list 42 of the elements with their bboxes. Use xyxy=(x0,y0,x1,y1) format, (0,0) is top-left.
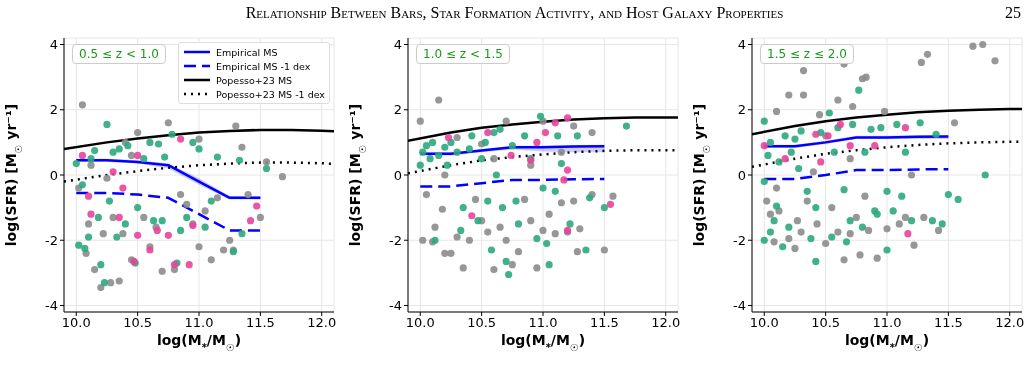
y-tick-label: 4 xyxy=(49,37,58,53)
legend-label: Popesso+23 MS xyxy=(216,74,293,86)
text: 25 xyxy=(1005,4,1021,22)
x-tick-label: 11.5 xyxy=(245,315,275,331)
x-tick-label: 10.0 xyxy=(61,315,91,331)
legend-label: Popesso+23 MS -1 dex xyxy=(216,88,325,100)
y-tick-label: 4 xyxy=(393,37,402,53)
x-axis-title: log(M$_{*}$/M$_{☉}$) xyxy=(500,332,586,353)
legend-label: Empirical MS -1 dex xyxy=(216,60,311,72)
text: Relationship Between Bars, Star Formation Activity, and Host Galaxy Properties xyxy=(245,4,784,21)
x-tick-label: 10.0 xyxy=(749,315,779,331)
x-tick-label: 11.5 xyxy=(933,315,963,331)
x-tick-label: 11.0 xyxy=(184,315,214,331)
legend-label: Empirical MS xyxy=(216,46,278,58)
x-tick-label: 11.0 xyxy=(872,315,902,331)
y-tick-label: -4 xyxy=(733,298,746,314)
x-axis-title: log(M$_{*}$/M$_{☉}$) xyxy=(844,332,930,353)
x-tick-label: 12.0 xyxy=(995,315,1025,331)
y-tick-label: 0 xyxy=(49,167,58,183)
x-tick-label: 11.5 xyxy=(589,315,619,331)
y-tick-label: 0 xyxy=(393,167,402,183)
annotation: 1.5 ≤ z ≤ 2.0 xyxy=(760,44,854,64)
x-tick-label: 10.5 xyxy=(123,315,153,331)
annotation: 0.5 ≤ z < 1.0 xyxy=(72,44,166,64)
annotation: 1.0 ≤ z < 1.5 xyxy=(416,44,510,64)
x-tick-label: 12.0 xyxy=(307,315,337,331)
x-tick-label: 10.0 xyxy=(405,315,435,331)
y-tick-label: 2 xyxy=(737,102,746,118)
y-tick-label: -4 xyxy=(389,298,402,314)
y-tick-label: -2 xyxy=(389,232,402,248)
y-tick-label: 4 xyxy=(737,37,746,53)
x-tick-label: 10.5 xyxy=(811,315,841,331)
y-tick-label: 2 xyxy=(49,102,58,118)
y-tick-label: -2 xyxy=(733,232,746,248)
x-tick-label: 10.5 xyxy=(467,315,497,331)
y-tick-label: 2 xyxy=(393,102,402,118)
y-tick-label: 0 xyxy=(737,167,746,183)
y-tick-label: -2 xyxy=(45,232,58,248)
x-tick-label: 12.0 xyxy=(651,315,681,331)
y-tick-label: -4 xyxy=(45,298,58,314)
x-axis-title: log(M$_{*}$/M$_{☉}$) xyxy=(156,332,242,353)
x-tick-label: 11.0 xyxy=(528,315,558,331)
